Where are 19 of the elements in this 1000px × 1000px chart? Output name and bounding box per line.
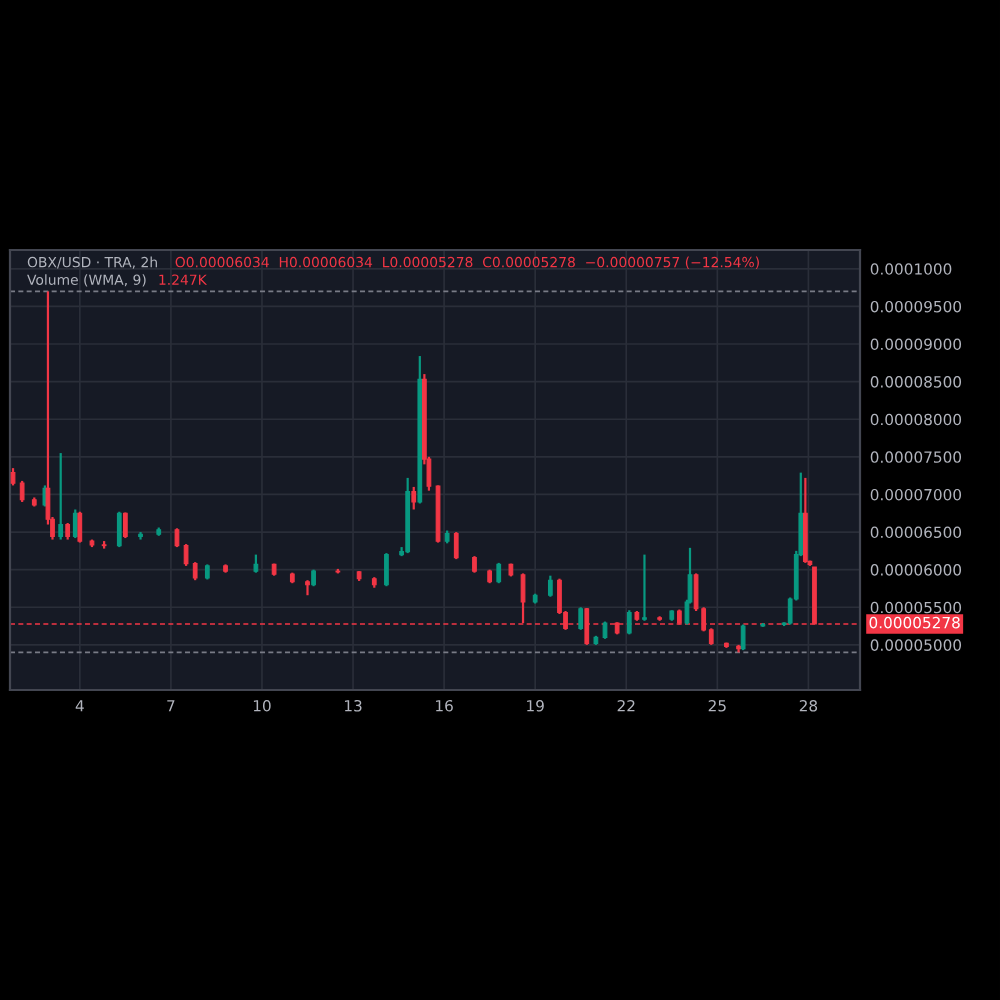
- candlestick: [453, 530, 459, 561]
- candlestick: [384, 552, 389, 588]
- candlestick: [578, 606, 584, 631]
- candlestick: [411, 485, 417, 511]
- candlestick: [642, 553, 647, 622]
- candlestick: [253, 553, 259, 574]
- candlestick: [192, 561, 198, 582]
- candlestick: [174, 527, 180, 549]
- candlestick: [116, 510, 122, 549]
- candlestick: [183, 542, 189, 568]
- candlestick: [626, 609, 632, 636]
- candlestick: [305, 579, 310, 597]
- candlestick: [547, 574, 553, 598]
- candlestick: [122, 511, 128, 540]
- candlestick: [496, 561, 502, 585]
- candlestick: [58, 451, 64, 541]
- candlestick: [77, 510, 83, 544]
- candlestick: [19, 479, 25, 504]
- candlestick: [740, 623, 746, 652]
